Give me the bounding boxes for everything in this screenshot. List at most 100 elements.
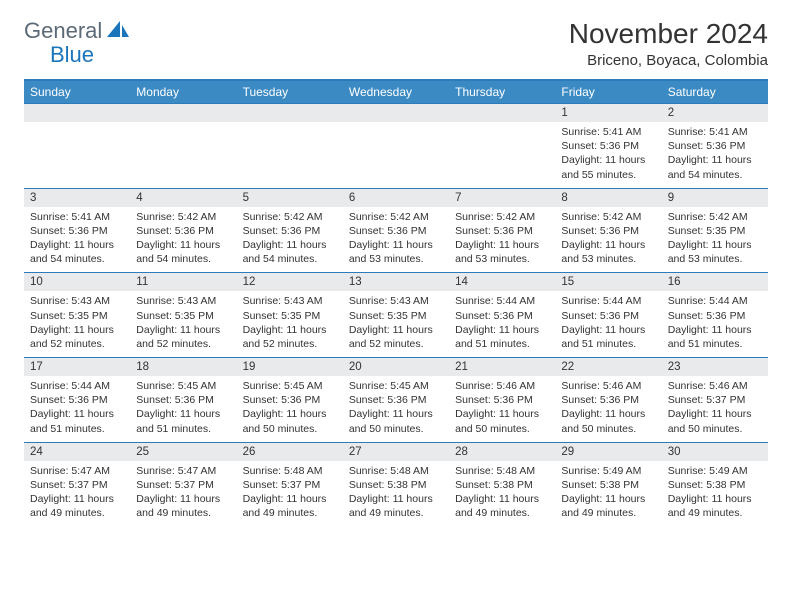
daylight-text: Daylight: 11 hours and 50 minutes.: [561, 407, 655, 435]
sunrise-text: Sunrise: 5:41 AM: [668, 125, 762, 139]
sunrise-text: Sunrise: 5:44 AM: [455, 294, 549, 308]
sunset-text: Sunset: 5:36 PM: [455, 393, 549, 407]
day-number: 9: [662, 188, 768, 207]
sunrise-text: Sunrise: 5:42 AM: [136, 210, 230, 224]
day-cell: Sunrise: 5:44 AMSunset: 5:36 PMDaylight:…: [449, 291, 555, 357]
day-cell: [24, 122, 130, 188]
sunset-text: Sunset: 5:38 PM: [455, 478, 549, 492]
daylight-text: Daylight: 11 hours and 51 minutes.: [30, 407, 124, 435]
weekday-thursday: Thursday: [449, 80, 555, 104]
calendar-body: 12Sunrise: 5:41 AMSunset: 5:36 PMDayligh…: [24, 104, 768, 527]
day-content-row: Sunrise: 5:43 AMSunset: 5:35 PMDaylight:…: [24, 291, 768, 357]
daylight-text: Daylight: 11 hours and 50 minutes.: [668, 407, 762, 435]
day-cell: Sunrise: 5:41 AMSunset: 5:36 PMDaylight:…: [555, 122, 661, 188]
daylight-text: Daylight: 11 hours and 52 minutes.: [136, 323, 230, 351]
day-cell: [130, 122, 236, 188]
day-cell: Sunrise: 5:48 AMSunset: 5:38 PMDaylight:…: [343, 461, 449, 527]
sunrise-text: Sunrise: 5:47 AM: [136, 464, 230, 478]
sunset-text: Sunset: 5:37 PM: [668, 393, 762, 407]
day-number: 3: [24, 188, 130, 207]
day-number: 29: [555, 442, 661, 461]
sunrise-text: Sunrise: 5:48 AM: [349, 464, 443, 478]
day-number: 16: [662, 273, 768, 292]
sunset-text: Sunset: 5:36 PM: [455, 224, 549, 238]
daylight-text: Daylight: 11 hours and 51 minutes.: [668, 323, 762, 351]
day-content-row: Sunrise: 5:41 AMSunset: 5:36 PMDaylight:…: [24, 207, 768, 273]
sunset-text: Sunset: 5:36 PM: [668, 139, 762, 153]
day-cell: Sunrise: 5:48 AMSunset: 5:37 PMDaylight:…: [237, 461, 343, 527]
sunset-text: Sunset: 5:36 PM: [668, 309, 762, 323]
day-cell: Sunrise: 5:46 AMSunset: 5:36 PMDaylight:…: [449, 376, 555, 442]
day-cell: Sunrise: 5:48 AMSunset: 5:38 PMDaylight:…: [449, 461, 555, 527]
sail-icon: [107, 19, 129, 44]
daylight-text: Daylight: 11 hours and 51 minutes.: [561, 323, 655, 351]
daylight-text: Daylight: 11 hours and 53 minutes.: [668, 238, 762, 266]
day-cell: Sunrise: 5:42 AMSunset: 5:36 PMDaylight:…: [449, 207, 555, 273]
sunset-text: Sunset: 5:36 PM: [30, 224, 124, 238]
day-number: 18: [130, 358, 236, 377]
sunset-text: Sunset: 5:37 PM: [243, 478, 337, 492]
day-number-row: 12: [24, 104, 768, 123]
day-number: 28: [449, 442, 555, 461]
logo-text-blue-wrap: Blue: [50, 42, 94, 68]
day-cell: Sunrise: 5:45 AMSunset: 5:36 PMDaylight:…: [343, 376, 449, 442]
day-cell: Sunrise: 5:43 AMSunset: 5:35 PMDaylight:…: [24, 291, 130, 357]
daylight-text: Daylight: 11 hours and 54 minutes.: [30, 238, 124, 266]
weekday-sunday: Sunday: [24, 80, 130, 104]
sunrise-text: Sunrise: 5:43 AM: [243, 294, 337, 308]
daylight-text: Daylight: 11 hours and 49 minutes.: [561, 492, 655, 520]
day-number: [449, 104, 555, 123]
day-cell: Sunrise: 5:44 AMSunset: 5:36 PMDaylight:…: [555, 291, 661, 357]
day-number: 23: [662, 358, 768, 377]
sunrise-text: Sunrise: 5:41 AM: [561, 125, 655, 139]
day-number: [130, 104, 236, 123]
daylight-text: Daylight: 11 hours and 49 minutes.: [243, 492, 337, 520]
day-number: [343, 104, 449, 123]
day-cell: Sunrise: 5:46 AMSunset: 5:37 PMDaylight:…: [662, 376, 768, 442]
daylight-text: Daylight: 11 hours and 55 minutes.: [561, 153, 655, 181]
daylight-text: Daylight: 11 hours and 50 minutes.: [455, 407, 549, 435]
day-number: 8: [555, 188, 661, 207]
day-number: 5: [237, 188, 343, 207]
sunrise-text: Sunrise: 5:42 AM: [349, 210, 443, 224]
logo-text-blue: Blue: [50, 42, 94, 67]
daylight-text: Daylight: 11 hours and 53 minutes.: [349, 238, 443, 266]
day-cell: Sunrise: 5:44 AMSunset: 5:36 PMDaylight:…: [24, 376, 130, 442]
weekday-friday: Friday: [555, 80, 661, 104]
day-number-row: 17181920212223: [24, 358, 768, 377]
weekday-wednesday: Wednesday: [343, 80, 449, 104]
day-cell: Sunrise: 5:41 AMSunset: 5:36 PMDaylight:…: [662, 122, 768, 188]
day-cell: [343, 122, 449, 188]
day-number-row: 10111213141516: [24, 273, 768, 292]
day-number: 10: [24, 273, 130, 292]
day-cell: Sunrise: 5:49 AMSunset: 5:38 PMDaylight:…: [555, 461, 661, 527]
sunset-text: Sunset: 5:38 PM: [349, 478, 443, 492]
day-number: 12: [237, 273, 343, 292]
day-number: 22: [555, 358, 661, 377]
sunset-text: Sunset: 5:36 PM: [561, 309, 655, 323]
sunset-text: Sunset: 5:36 PM: [136, 393, 230, 407]
day-cell: Sunrise: 5:43 AMSunset: 5:35 PMDaylight:…: [237, 291, 343, 357]
logo: General Blue: [24, 18, 129, 44]
day-number: 1: [555, 104, 661, 123]
day-cell: Sunrise: 5:43 AMSunset: 5:35 PMDaylight:…: [343, 291, 449, 357]
day-number-row: 24252627282930: [24, 442, 768, 461]
daylight-text: Daylight: 11 hours and 51 minutes.: [455, 323, 549, 351]
sunset-text: Sunset: 5:36 PM: [243, 224, 337, 238]
day-cell: Sunrise: 5:42 AMSunset: 5:36 PMDaylight:…: [130, 207, 236, 273]
logo-text-general: General: [24, 18, 102, 44]
daylight-text: Daylight: 11 hours and 54 minutes.: [668, 153, 762, 181]
sunrise-text: Sunrise: 5:49 AM: [668, 464, 762, 478]
daylight-text: Daylight: 11 hours and 49 minutes.: [136, 492, 230, 520]
day-cell: Sunrise: 5:45 AMSunset: 5:36 PMDaylight:…: [130, 376, 236, 442]
day-cell: Sunrise: 5:42 AMSunset: 5:36 PMDaylight:…: [237, 207, 343, 273]
sunrise-text: Sunrise: 5:45 AM: [243, 379, 337, 393]
daylight-text: Daylight: 11 hours and 49 minutes.: [455, 492, 549, 520]
sunset-text: Sunset: 5:38 PM: [561, 478, 655, 492]
day-cell: Sunrise: 5:46 AMSunset: 5:36 PMDaylight:…: [555, 376, 661, 442]
month-title: November 2024: [569, 18, 768, 50]
day-cell: Sunrise: 5:44 AMSunset: 5:36 PMDaylight:…: [662, 291, 768, 357]
sunrise-text: Sunrise: 5:48 AM: [455, 464, 549, 478]
sunset-text: Sunset: 5:36 PM: [349, 224, 443, 238]
day-cell: Sunrise: 5:49 AMSunset: 5:38 PMDaylight:…: [662, 461, 768, 527]
